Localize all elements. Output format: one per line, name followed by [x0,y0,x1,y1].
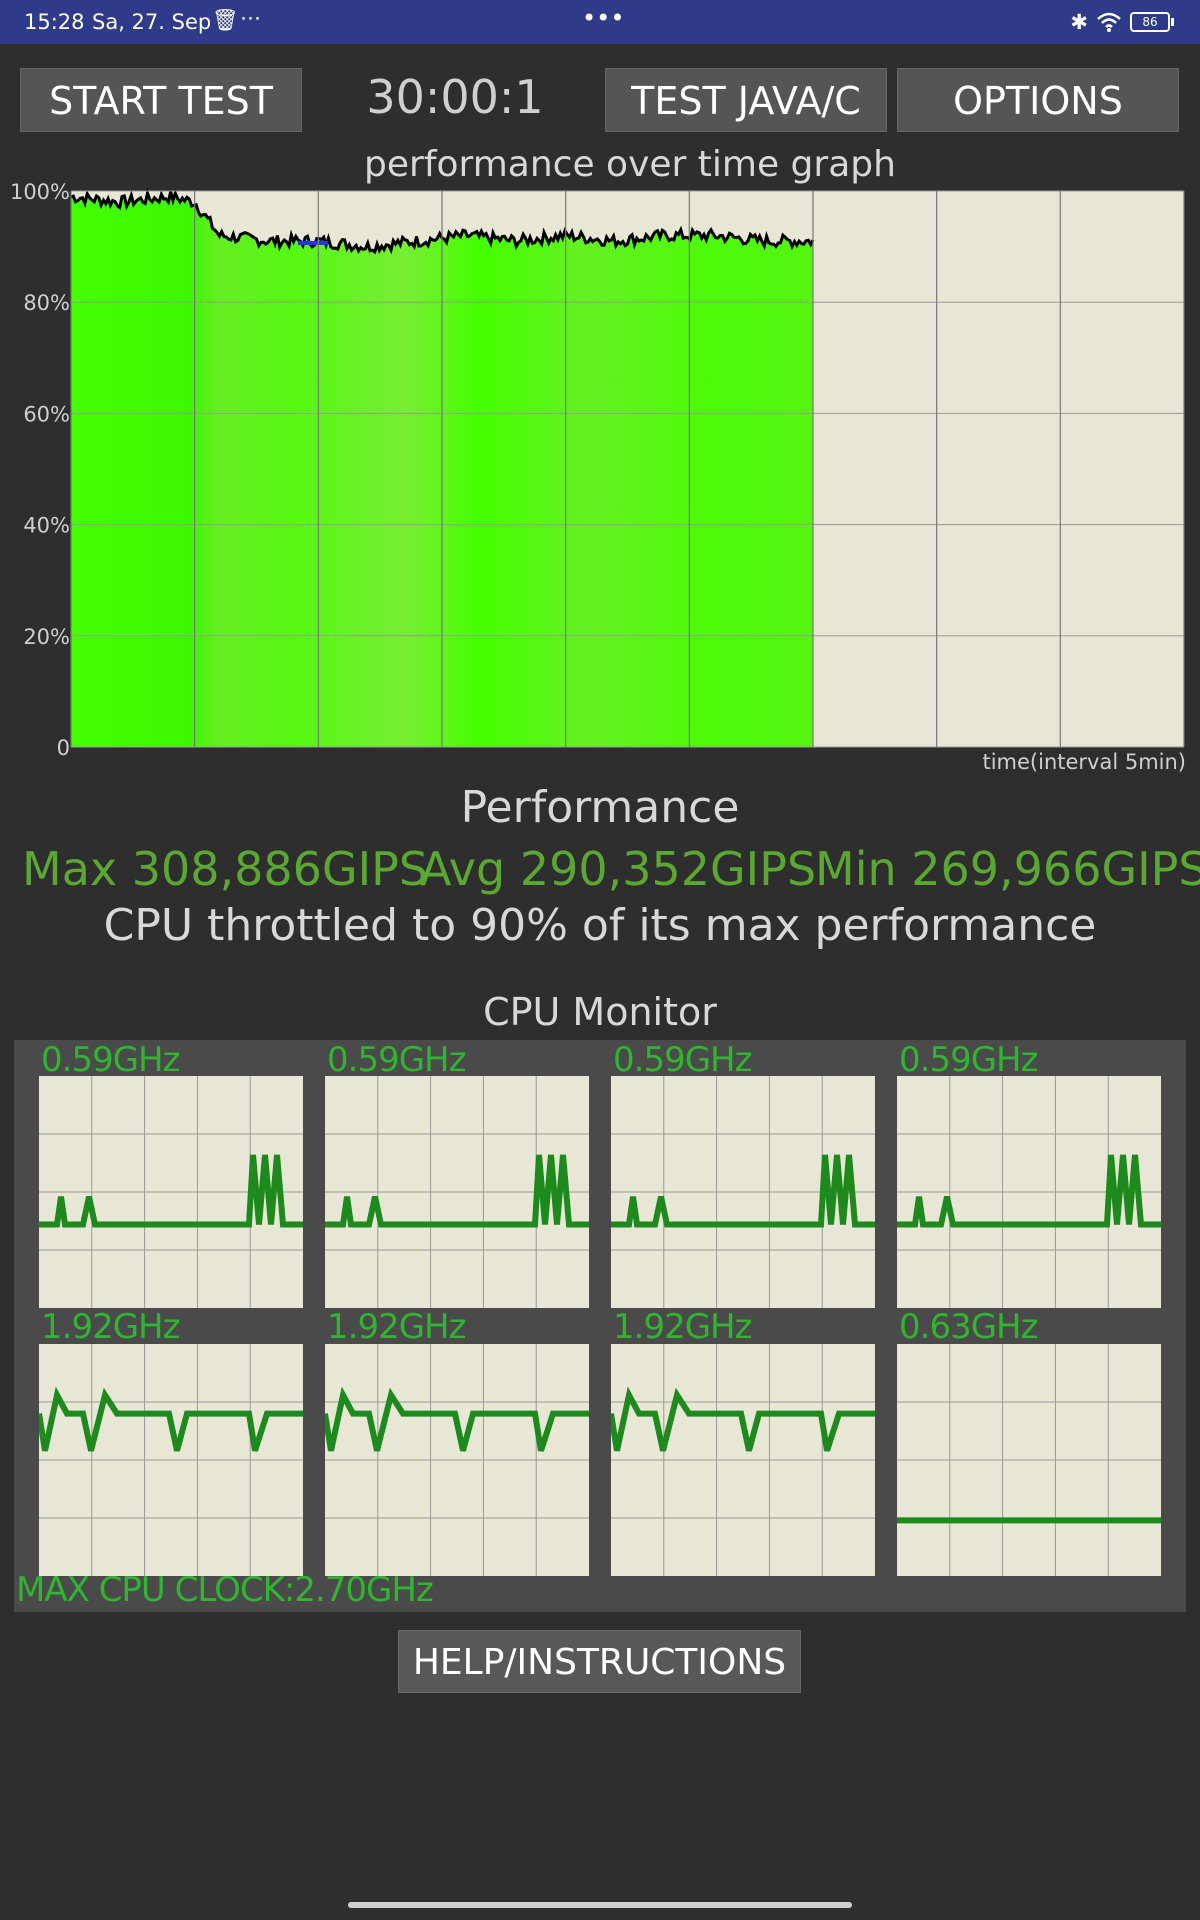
options-button[interactable]: OPTIONS [897,68,1179,132]
stat-max: Max 308,886GIPS [22,842,429,896]
battery-icon: 86 [1130,12,1174,32]
status-date: Sa, 27. Sep [92,10,212,34]
help-instructions-button[interactable]: HELP/INSTRUCTIONS [398,1630,801,1693]
performance-graph: 100% 80% 60% 40% 20% 0 [10,180,1185,760]
cpu-core-frequency: 0.59GHz [899,1040,1038,1080]
test-java-c-button[interactable]: TEST JAVA/C [605,68,887,132]
cpu-load-line [611,1386,875,1452]
home-indicator[interactable] [348,1902,852,1908]
cpu-load-line [325,1154,589,1228]
cpu-core-frequency: 0.59GHz [41,1040,180,1080]
performance-title: Performance [460,782,740,833]
more-icon: ⋯ [240,6,261,30]
status-bar: 15:28 Sa, 27. Sep 🗑 ⋯ ••• ✱ 86 [0,0,1200,44]
test-timer: 30:00:1 [366,70,544,124]
x-axis-label: time(interval 5min) [982,750,1186,774]
y-tick-label: 0 [57,736,70,760]
cpu-monitor-title: CPU Monitor [483,990,717,1034]
y-tick-label: 40% [23,514,70,538]
bluetooth-icon: ✱ [1070,10,1088,34]
max-cpu-clock: MAX CPU CLOCK:2.70GHz [16,1570,434,1610]
cpu-core-frequency: 0.59GHz [613,1040,752,1080]
start-test-button[interactable]: START TEST [20,68,302,132]
cpu-load-line [39,1154,303,1228]
y-tick-label: 100% [10,180,70,204]
y-tick-label: 20% [23,625,70,649]
cpu-load-line [611,1154,875,1228]
cpu-core-graph [39,1344,303,1576]
cpu-monitor-panel: MAX CPU CLOCK:2.70GHz 0.59GHz 0.59GHz 0.59… [14,1040,1186,1612]
stat-min: Min 269,966GIPS [815,842,1200,896]
cpu-core-frequency: 1.92GHz [327,1307,466,1347]
cpu-load-line [897,1154,1161,1228]
cpu-core-graph [611,1344,875,1576]
cpu-core-graph [325,1344,589,1576]
cpu-core-graph [897,1344,1161,1576]
center-dots: ••• [582,4,625,32]
cpu-core-graph [611,1076,875,1308]
cpu-core-graph [39,1076,303,1308]
cpu-core-frequency: 1.92GHz [41,1307,180,1347]
status-time: 15:28 [24,10,85,34]
cpu-core-frequency: 0.59GHz [327,1040,466,1080]
cpu-core-graph [325,1076,589,1308]
cpu-load-line [325,1386,589,1452]
cpu-core-frequency: 1.92GHz [613,1307,752,1347]
cpu-load-line [39,1386,303,1452]
cpu-core-frequency: 0.63GHz [899,1307,1038,1347]
throttle-text: CPU throttled to 90% of its max performa… [103,900,1097,951]
y-tick-label: 60% [23,402,70,426]
trash-icon: 🗑 [212,8,239,32]
graph-title: performance over time graph [364,144,896,185]
wifi-icon [1097,12,1121,32]
cpu-core-graph [897,1076,1161,1308]
y-tick-label: 80% [23,291,70,315]
stat-avg: Avg 290,352GIPS [420,842,817,896]
